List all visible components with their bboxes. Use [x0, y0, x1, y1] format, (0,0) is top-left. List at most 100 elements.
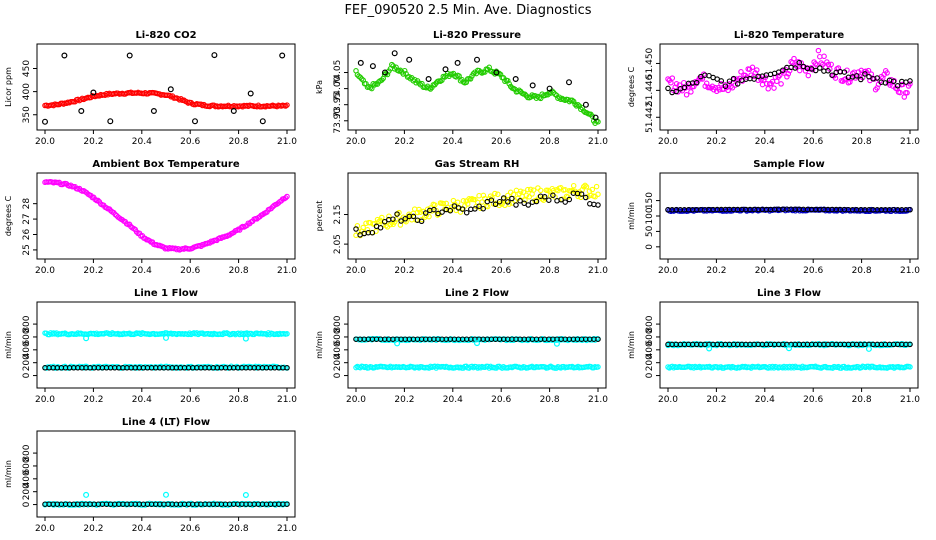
y-tick-label: 51.446 — [645, 74, 655, 106]
x-tick-label: 20.6 — [180, 137, 200, 147]
y-tick-label: 400 — [22, 470, 32, 487]
data-point — [167, 86, 174, 93]
series-co2-extremes — [41, 52, 286, 125]
x-tick-label: 20.2 — [706, 395, 726, 405]
data-point — [862, 68, 869, 74]
data-point — [517, 198, 523, 204]
data-point — [553, 340, 560, 347]
data-point — [595, 191, 601, 198]
x-tick-label: 20.4 — [443, 137, 463, 147]
data-point — [418, 218, 425, 225]
data-point — [589, 186, 596, 193]
data-point — [496, 198, 503, 205]
data-point — [593, 183, 600, 190]
plot-frame — [659, 43, 919, 131]
x-tick-label: 20.6 — [491, 137, 511, 147]
data-point — [360, 224, 366, 231]
y-tick-label: 73.95 — [333, 92, 343, 118]
data-point — [857, 73, 863, 80]
x-tick-label: 20.6 — [180, 395, 200, 405]
series-line-4-ave — [42, 501, 290, 507]
data-point — [566, 196, 573, 203]
chart-title: Line 1 Flow — [134, 288, 198, 299]
plot-frame — [347, 301, 607, 389]
data-point — [425, 75, 432, 82]
data-point — [178, 96, 184, 102]
y-tick-label: 0 — [22, 372, 32, 378]
y-tick-label: 51.450 — [645, 47, 655, 79]
chart-title: Li-820 CO2 — [135, 30, 196, 41]
data-point — [495, 191, 501, 198]
data-point — [484, 203, 491, 210]
data-point — [796, 59, 803, 66]
data-point — [665, 85, 671, 92]
y-tick-label: 51.442 — [645, 102, 655, 134]
data-point — [78, 107, 85, 114]
data-point — [683, 92, 690, 98]
series-co2-ave — [42, 89, 290, 110]
data-point — [242, 335, 249, 342]
data-point — [812, 67, 819, 74]
data-point — [575, 102, 581, 108]
data-point — [520, 189, 527, 195]
data-point — [894, 83, 901, 89]
data-point — [427, 86, 434, 92]
data-point — [482, 69, 488, 75]
plot-frame — [36, 43, 296, 131]
data-point — [882, 80, 889, 86]
data-point — [907, 78, 913, 84]
data-point — [904, 90, 910, 96]
data-point — [725, 87, 731, 94]
data-point — [858, 76, 864, 83]
data-point — [523, 192, 530, 199]
y-tick-label: 2.15 — [333, 204, 343, 224]
data-point — [805, 72, 812, 79]
x-tick-label: 20.6 — [491, 395, 511, 405]
chart-title: Li-820 Temperature — [734, 30, 844, 41]
x-tick-label: 20.4 — [132, 266, 152, 276]
data-point — [592, 114, 599, 121]
data-point — [792, 65, 798, 71]
data-point — [489, 195, 495, 201]
y-tick-label: 25 — [22, 244, 32, 255]
x-tick-label: 20.2 — [394, 395, 414, 405]
data-point — [393, 216, 399, 223]
data-point — [562, 199, 568, 205]
data-point — [546, 197, 552, 203]
y-tick-label: 400 — [333, 341, 343, 358]
chart-panel-8: Line 2 Flow ml/min 20.0 20.2 20.4 20.6 20.8 21.… — [315, 288, 608, 405]
data-point — [897, 89, 903, 96]
data-point — [166, 92, 173, 99]
data-point — [442, 66, 449, 73]
data-point — [527, 186, 534, 193]
series-line-1-high — [42, 330, 290, 338]
y-tick-label: 600 — [333, 328, 343, 345]
data-point — [795, 58, 802, 65]
data-point — [853, 73, 860, 79]
data-point — [874, 75, 880, 81]
y-tick-label: 28 — [22, 198, 32, 210]
data-point — [453, 74, 459, 80]
x-tick-label: 20.0 — [35, 524, 55, 534]
data-point — [454, 199, 461, 206]
x-tick-label: 20.8 — [852, 137, 872, 147]
data-point — [522, 197, 528, 203]
data-point — [749, 64, 756, 71]
plot-frame — [347, 172, 607, 260]
y-tick-label: 26 — [22, 229, 32, 241]
data-point — [454, 59, 461, 66]
x-tick-label: 20.4 — [443, 266, 463, 276]
data-point — [533, 198, 540, 205]
data-point — [459, 206, 466, 212]
data-point — [390, 216, 396, 222]
y-tick-label: 50 — [645, 225, 655, 237]
y-tick-label: 0 — [645, 244, 655, 250]
data-point — [369, 85, 375, 92]
chart-title: Line 4 (LT) Flow — [122, 417, 210, 428]
x-tick-label: 20.2 — [83, 395, 103, 405]
data-point — [410, 213, 417, 220]
data-point — [595, 336, 601, 342]
data-point — [279, 52, 286, 59]
data-point — [809, 66, 816, 73]
data-point — [589, 113, 596, 119]
